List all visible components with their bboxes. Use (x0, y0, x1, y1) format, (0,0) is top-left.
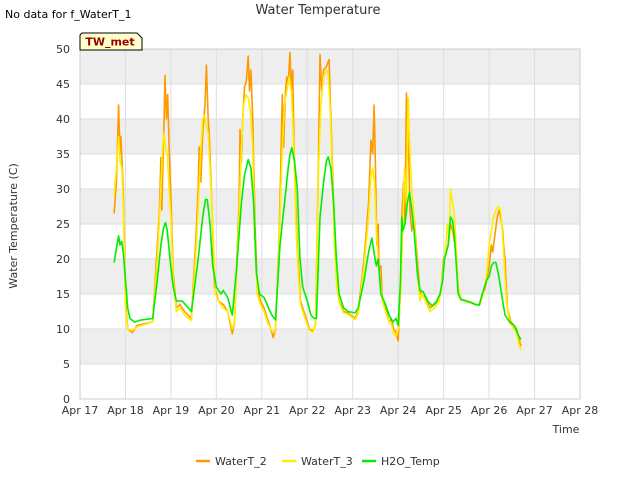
legend-label: WaterT_2 (215, 455, 267, 468)
y-tick-label: 10 (56, 323, 70, 336)
legend: WaterT_2 WaterT_3 H2O_Temp (196, 455, 440, 468)
legend-label: H2O_Temp (381, 455, 440, 468)
no-data-note: No data for f_WaterT_1 (5, 8, 131, 21)
y-tick-label: 50 (56, 43, 70, 56)
series-line-h2o-temp (113, 146, 522, 340)
y-tick-label: 15 (56, 288, 70, 301)
x-tick-label: Apr 22 (289, 404, 326, 417)
x-axis-ticks: Apr 17 Apr 18 Apr 19 Apr 20 Apr 21 Apr 22 Apr … (62, 404, 599, 417)
legend-item: WaterT_2 (196, 455, 267, 468)
y-tick-label: 45 (56, 78, 70, 91)
y-tick-label: 25 (56, 218, 70, 231)
plot-frame (79, 48, 581, 400)
x-tick-label: Apr 18 (107, 404, 144, 417)
y-tick-label: 35 (56, 148, 70, 161)
series-line-watert-3 (113, 69, 522, 351)
x-axis-label: Time (552, 423, 580, 436)
x-tick-label: Apr 21 (244, 404, 281, 417)
x-tick-label: Apr 25 (425, 404, 462, 417)
legend-label: WaterT_3 (301, 455, 353, 468)
station-badge: TW_met (79, 32, 143, 51)
legend-item: H2O_Temp (362, 455, 440, 468)
plot-band (80, 329, 580, 364)
y-axis-label: Water Temperature (C) (7, 163, 20, 288)
station-badge-box (79, 32, 143, 51)
series-layer (113, 51, 522, 351)
x-tick-label: Apr 17 (62, 404, 99, 417)
x-tick-label: Apr 19 (153, 404, 190, 417)
y-tick-label: 40 (56, 113, 70, 126)
legend-item: WaterT_3 (282, 455, 353, 468)
station-badge-label: TW_met (85, 36, 134, 49)
y-tick-label: 5 (63, 358, 70, 371)
x-tick-label: Apr 20 (198, 404, 235, 417)
y-tick-label: 30 (56, 183, 70, 196)
y-axis-ticks: 0 5 10 15 20 25 30 35 40 45 50 (56, 43, 70, 406)
x-tick-label: Apr 26 (471, 404, 508, 417)
x-tick-label: Apr 24 (380, 404, 417, 417)
x-tick-label: Apr 27 (516, 404, 553, 417)
chart-title: Water Temperature (256, 3, 381, 18)
y-tick-label: 20 (56, 253, 70, 266)
x-tick-label: Apr 28 (562, 404, 599, 417)
plot-band (80, 189, 580, 224)
x-tick-label: Apr 23 (334, 404, 371, 417)
y-tick-label: 0 (63, 393, 70, 406)
